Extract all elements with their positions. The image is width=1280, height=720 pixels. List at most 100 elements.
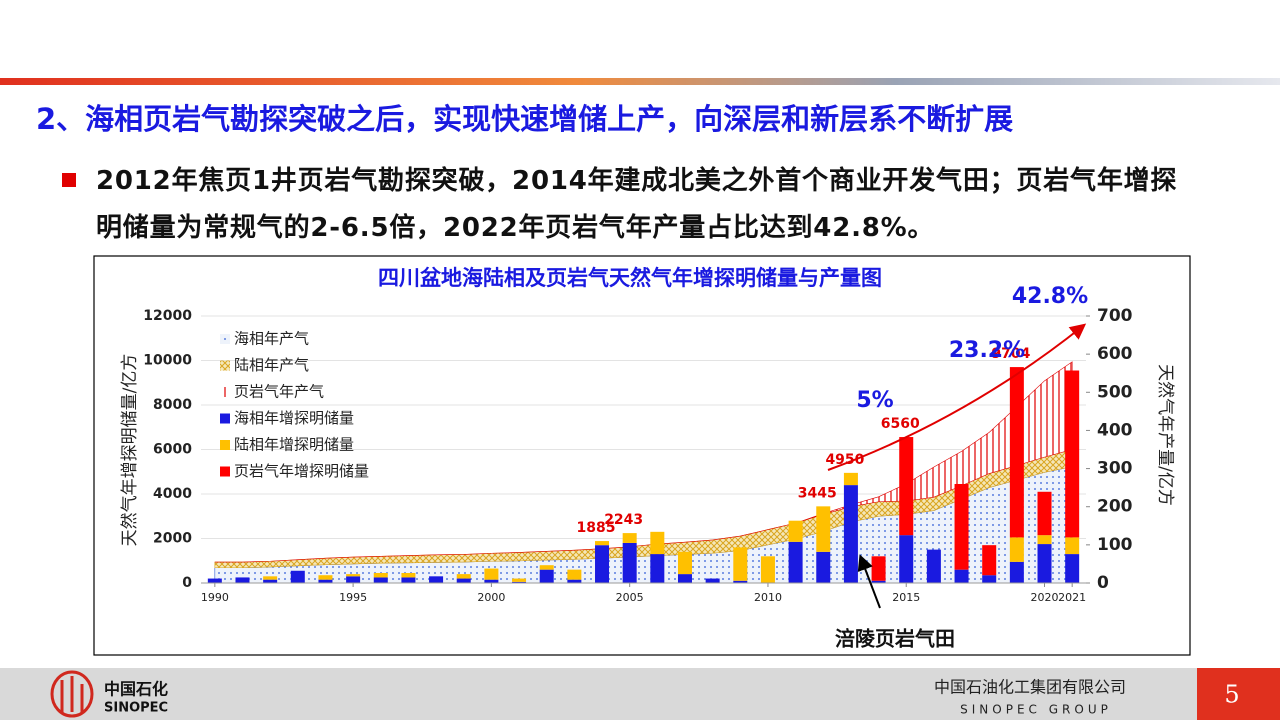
reserve-bar [816, 506, 831, 552]
reserve-bar [401, 572, 416, 578]
reserve-bar [982, 545, 997, 576]
y-tick-label: 0 [182, 575, 192, 591]
reserve-bar [346, 574, 361, 577]
annotation: 5% [856, 388, 893, 413]
reserve-bar [263, 579, 278, 583]
reserve-bar [373, 577, 388, 583]
reserve-bar [788, 520, 803, 542]
reserve-bar [1009, 561, 1024, 583]
reserve-bar [539, 569, 554, 583]
x-tick-label: 2005 [616, 591, 644, 604]
reserve-bar [346, 576, 361, 583]
y2-tick-label: 400 [1097, 420, 1133, 440]
legend-label: 页岩气年产气 [234, 383, 324, 401]
legend-swatch [220, 360, 230, 371]
logo-cn: 中国石化 [104, 680, 168, 699]
total-label: 1885 [577, 520, 616, 536]
reserve-bar [290, 570, 305, 583]
reserve-bar [1037, 491, 1052, 536]
top-bar [0, 78, 1280, 85]
annotation: 涪陵页岩气田 [835, 627, 955, 651]
y2-tick-label: 500 [1097, 382, 1133, 402]
reserve-bar [677, 574, 692, 583]
reserve-bar [401, 577, 416, 583]
reserve-bar [1009, 537, 1024, 562]
reserve-bar [622, 542, 637, 583]
reserve-bar [512, 578, 527, 582]
reserve-bar [207, 578, 222, 583]
company-cn: 中国石油化工集团有限公司 [934, 678, 1126, 697]
reserve-bar [843, 472, 858, 486]
reserve-bar [1065, 554, 1080, 583]
reserve-bar [982, 575, 997, 583]
y2-tick-label: 300 [1097, 459, 1133, 479]
reserve-bar [760, 556, 775, 583]
y-tick-label: 4000 [153, 486, 192, 502]
total-label: 9704 [991, 346, 1030, 362]
legend-swatch [220, 334, 230, 344]
reserve-bar [733, 547, 748, 581]
y-axis-label: 天然气年增探明储量/亿方 [120, 354, 140, 547]
total-label: 3445 [798, 485, 837, 501]
x-tick-label: 2010 [754, 591, 782, 604]
reserve-bar [1065, 537, 1080, 555]
bullet-icon [62, 173, 76, 187]
legend-label: 海相年产气 [234, 330, 309, 348]
reserve-bar [816, 551, 831, 583]
legend-label: 页岩气年增探明储量 [234, 462, 369, 480]
reserve-bar [456, 574, 471, 579]
page-badge [1197, 668, 1280, 720]
reserve-bar [1037, 535, 1052, 545]
reserve-bar [512, 581, 527, 583]
reserve-bar [539, 565, 554, 570]
y-tick-label: 12000 [143, 308, 192, 324]
total-label: 2243 [604, 512, 643, 528]
reserve-bar [705, 578, 720, 583]
company-en: SINOPEC GROUP [960, 703, 1112, 717]
x-tick-label: 1995 [339, 591, 367, 604]
slide-title: 2、海相页岩气勘探突破之后，实现快速增储上产，向深层和新层系不断扩展 [36, 102, 1013, 136]
reserve-bar [595, 541, 610, 546]
total-label: 6560 [881, 416, 920, 432]
reserve-bar [318, 579, 333, 583]
legend-label: 陆相年增探明储量 [234, 436, 354, 454]
reserve-bar [650, 531, 665, 555]
reserve-bar [1037, 544, 1052, 583]
annotation: 23.2% [949, 338, 1025, 363]
logo [50, 670, 94, 718]
bullet-text: 2012年焦页1井页岩气勘探突破，2014年建成北美之外首个商业开发气田；页岩气… [96, 166, 1178, 243]
reserve-bar [954, 569, 969, 583]
y-tick-label: 8000 [153, 397, 192, 413]
reserve-bar [954, 483, 969, 570]
y-tick-label: 2000 [153, 531, 192, 547]
logo-en: SINOPEC [104, 701, 168, 716]
legend-swatch [220, 440, 230, 450]
legend-swatch [220, 413, 230, 424]
reserve-bar [788, 541, 803, 583]
reserve-bar [567, 569, 582, 580]
reserve-bar [429, 576, 444, 583]
reserve-bar [926, 549, 941, 583]
reserve-bar [263, 576, 278, 580]
reserve-bar [595, 545, 610, 583]
reserve-bar [1009, 367, 1024, 538]
reserve-bar [318, 575, 333, 580]
reserve-bar [567, 579, 582, 583]
x-tick-label: 2015 [892, 591, 920, 604]
pointer-arrow [857, 554, 881, 609]
reserve-bar [373, 572, 388, 578]
y2-axis-label: 天然气年产量/亿方 [1155, 364, 1175, 506]
reserve-bar [733, 580, 748, 583]
reserve-bar [871, 580, 886, 583]
annotation: 42.8% [1012, 284, 1088, 309]
reserve-bar [677, 551, 692, 575]
legend-label: 海相年增探明储量 [234, 409, 354, 427]
y2-tick-label: 200 [1097, 497, 1133, 517]
y2-tick-label: 700 [1097, 306, 1133, 326]
reserve-bar [622, 533, 637, 543]
reserve-bar [650, 554, 665, 583]
y2-tick-label: 100 [1097, 535, 1133, 555]
